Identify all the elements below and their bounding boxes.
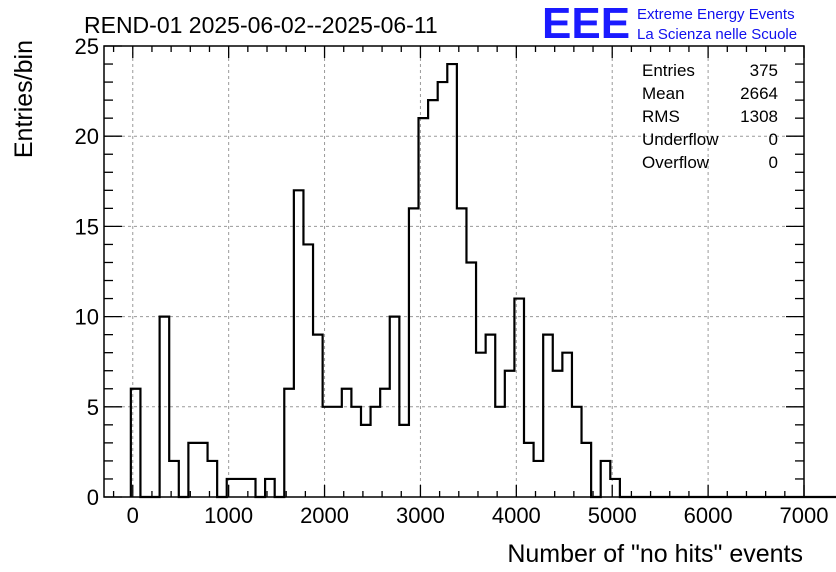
x-tick-label: 5000	[588, 503, 637, 528]
x-tick-label: 6000	[684, 503, 733, 528]
grid-lines	[104, 46, 804, 497]
x-tick-label: 3000	[396, 503, 445, 528]
stat-label-rms: RMS	[642, 107, 680, 126]
histogram-bin	[553, 371, 563, 497]
histogram-bin	[294, 190, 304, 497]
stat-value-underflow: 0	[769, 130, 778, 149]
histogram-bin	[303, 244, 313, 497]
logo-line-2: La Scienza nelle Scuole	[637, 26, 797, 43]
x-tick-label: 1000	[204, 503, 253, 528]
histogram-bin	[562, 353, 572, 497]
histogram-bin	[361, 425, 371, 497]
y-axis-label: Entries/bin	[10, 40, 38, 158]
eee-logo-mark: EEE	[542, 0, 630, 48]
histogram-bin	[188, 443, 198, 497]
histogram-bin	[505, 371, 515, 497]
histogram-bin	[236, 479, 246, 497]
histogram-bin	[284, 389, 294, 497]
x-tick-label: 4000	[492, 503, 541, 528]
stats-box: Entries 375 Mean 2664 RMS 1308 Underflow…	[642, 61, 778, 172]
stat-value-overflow: 0	[769, 153, 778, 172]
stat-value-entries: 375	[750, 61, 778, 80]
x-tick-label: 7000	[780, 503, 829, 528]
x-tick-label: 0	[127, 503, 139, 528]
histogram-bin	[351, 407, 361, 497]
y-tick-label: 0	[87, 485, 99, 510]
histogram-bin	[313, 335, 323, 497]
logo-line-1: Extreme Energy Events	[637, 6, 795, 23]
eee-logo: EEE Extreme Energy Events La Scienza nel…	[542, 0, 797, 48]
histogram-bin	[399, 425, 409, 497]
histogram-bin	[342, 389, 352, 497]
histogram-bin	[447, 64, 457, 497]
plot-frame	[104, 46, 804, 497]
y-tick-label: 5	[87, 395, 99, 420]
histogram-bin	[332, 407, 342, 497]
histogram-chart: 0 1000 2000 3000 4000 5000 6000 70000510152025 …	[0, 0, 836, 572]
x-axis-label: Number of "no hits" events	[507, 540, 803, 568]
axis-ticks	[104, 46, 804, 497]
histogram-bin	[371, 407, 381, 497]
histogram-bin	[409, 208, 419, 497]
y-tick-label: 10	[75, 305, 99, 330]
stat-value-mean: 2664	[740, 84, 778, 103]
stat-label-overflow: Overflow	[642, 153, 710, 172]
histogram-bin	[582, 443, 592, 497]
histogram-bars	[131, 64, 836, 497]
histogram-bin	[543, 335, 553, 497]
histogram-bin	[572, 407, 582, 497]
histogram-bin	[380, 389, 390, 497]
chart-title: REND-01 2025-06-02--2025-06-11	[84, 12, 438, 38]
stat-label-underflow: Underflow	[642, 130, 719, 149]
y-tick-label: 20	[75, 124, 99, 149]
histogram-bin	[601, 461, 611, 497]
stat-value-rms: 1308	[740, 107, 778, 126]
histogram-bin	[428, 100, 438, 497]
histogram-outline	[131, 64, 836, 497]
y-tick-label: 15	[75, 214, 99, 239]
histogram-bin	[198, 443, 208, 497]
stat-label-entries: Entries	[642, 61, 695, 80]
histogram-bin	[438, 82, 448, 497]
histogram-bin	[457, 208, 467, 497]
histogram-bin	[466, 262, 476, 497]
histogram-bin	[495, 407, 505, 497]
histogram-bin	[486, 335, 496, 497]
stat-label-mean: Mean	[642, 84, 685, 103]
histogram-bin	[476, 353, 486, 497]
histogram-bin	[524, 443, 534, 497]
x-tick-label: 2000	[300, 503, 349, 528]
